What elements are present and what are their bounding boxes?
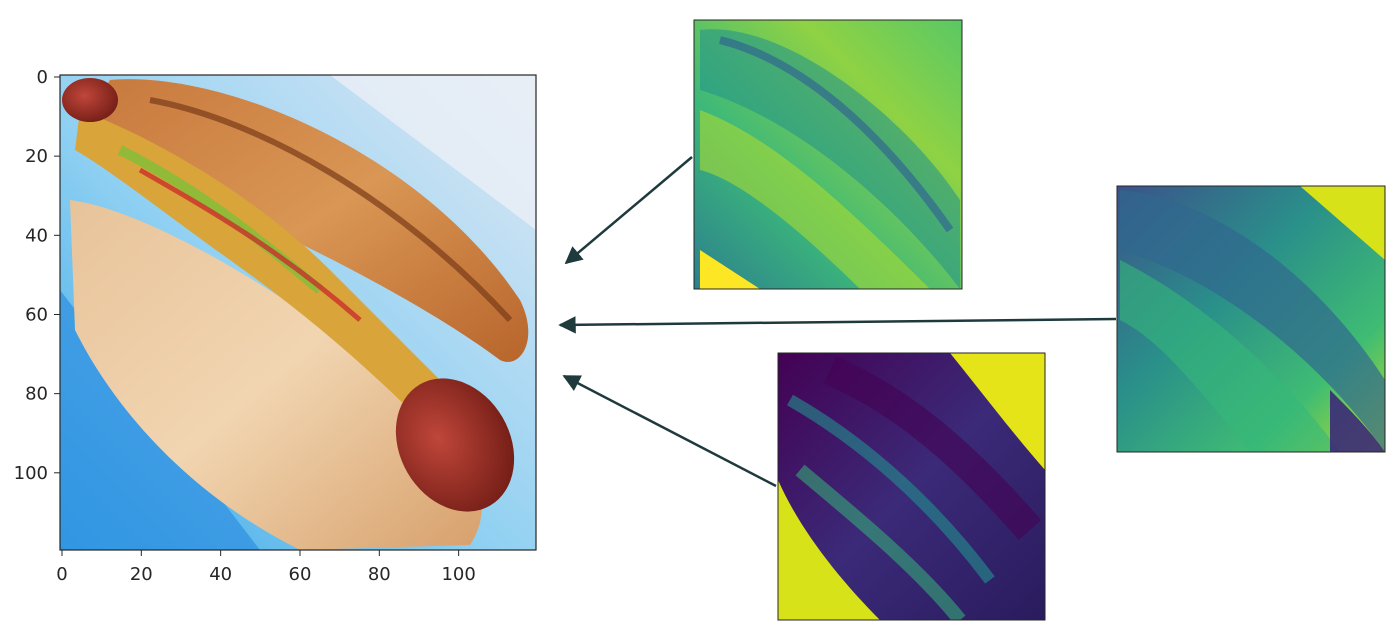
channel-map-2 bbox=[1116, 185, 1386, 453]
axis-ticks: 0 20 40 60 80 100 0 20 40 60 80 100 bbox=[14, 67, 476, 585]
channel-map-3 bbox=[777, 352, 1046, 621]
arrow-channel-3 bbox=[562, 374, 777, 488]
x-tick-label: 80 bbox=[368, 564, 391, 585]
x-tick-label: 20 bbox=[130, 564, 153, 585]
y-tick-label: 60 bbox=[25, 304, 48, 325]
main-image-plot: 0 20 40 60 80 100 0 20 40 60 80 100 bbox=[14, 67, 537, 585]
y-tick-label: 20 bbox=[25, 146, 48, 167]
x-tick-label: 100 bbox=[441, 564, 475, 585]
y-tick-label: 0 bbox=[37, 67, 48, 88]
x-tick-label: 0 bbox=[56, 564, 67, 585]
x-tick-label: 60 bbox=[289, 564, 312, 585]
main-image-frame bbox=[59, 74, 537, 551]
y-tick-label: 80 bbox=[25, 384, 48, 405]
y-tick-label: 100 bbox=[14, 463, 48, 484]
arrow-channel-2 bbox=[558, 316, 1117, 334]
x-tick-label: 40 bbox=[209, 564, 232, 585]
arrows bbox=[558, 156, 1117, 488]
channel-map-1 bbox=[693, 19, 963, 290]
y-tick-label: 40 bbox=[25, 225, 48, 246]
arrow-channel-1 bbox=[564, 156, 693, 265]
hotdog-photo bbox=[60, 75, 536, 550]
